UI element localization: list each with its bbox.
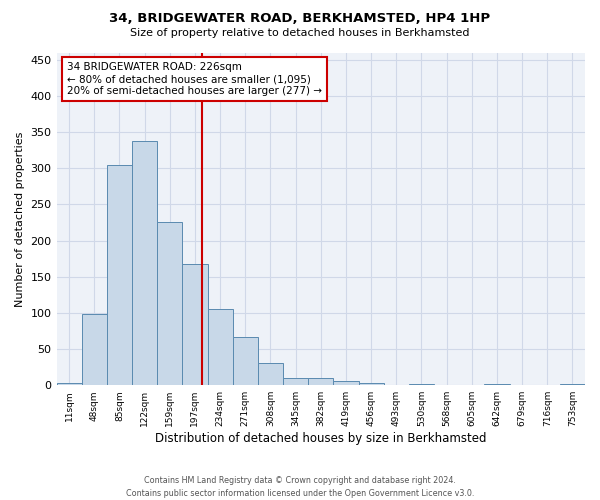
Bar [56,383,82,385]
Bar [283,378,308,385]
Text: Contains HM Land Registry data © Crown copyright and database right 2024.
Contai: Contains HM Land Registry data © Crown c… [126,476,474,498]
Y-axis label: Number of detached properties: Number of detached properties [15,131,25,306]
Text: Size of property relative to detached houses in Berkhamsted: Size of property relative to detached ho… [130,28,470,38]
Bar [233,336,258,385]
Bar [132,142,157,385]
X-axis label: Distribution of detached houses by size in Berkhamsted: Distribution of detached houses by size … [155,432,487,445]
Bar [409,384,434,385]
Bar [208,308,233,385]
Bar [484,384,509,385]
Bar [182,264,208,385]
Text: 34 BRIDGEWATER ROAD: 226sqm
← 80% of detached houses are smaller (1,095)
20% of : 34 BRIDGEWATER ROAD: 226sqm ← 80% of det… [67,62,322,96]
Bar [308,378,334,385]
Bar [334,381,359,385]
Bar [258,363,283,385]
Text: 34, BRIDGEWATER ROAD, BERKHAMSTED, HP4 1HP: 34, BRIDGEWATER ROAD, BERKHAMSTED, HP4 1… [109,12,491,26]
Bar [157,222,182,385]
Bar [560,384,585,385]
Bar [107,164,132,385]
Bar [359,383,383,385]
Bar [82,314,107,385]
